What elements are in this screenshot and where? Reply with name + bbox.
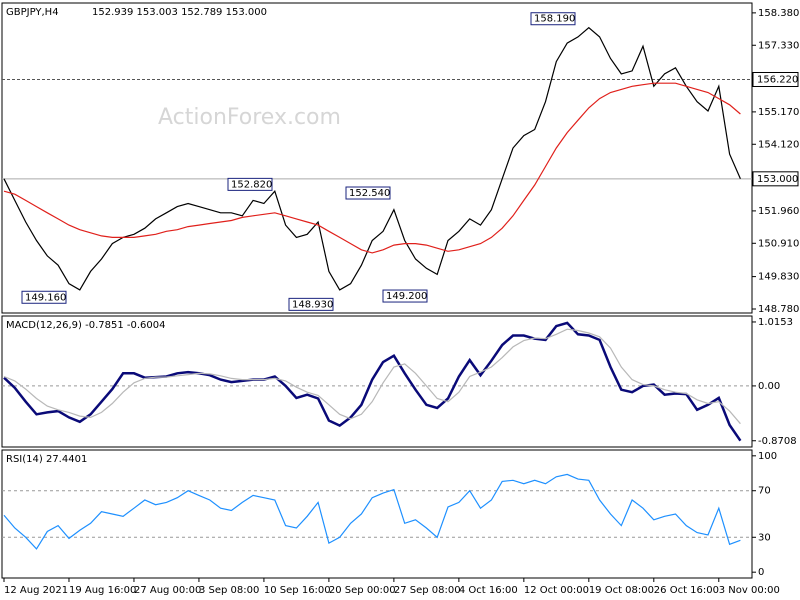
price-label: 156.220 (757, 74, 798, 85)
y-tick-label: 100 (758, 451, 777, 462)
panel-frame (1, 315, 753, 448)
panel-frame (1, 2, 753, 314)
panel-title: RSI(14) 27.4401 (6, 454, 87, 465)
y-tick-label: 158.380 (758, 8, 799, 19)
series-line (3, 82, 741, 254)
y-tick-label: 154.120 (758, 139, 799, 150)
annotation-label: 158.190 (534, 14, 575, 25)
y-tick-label: 150.910 (758, 238, 799, 249)
x-tick-label: 27 Sep 08:00 (394, 585, 461, 596)
y-tick-label: 0.00 (758, 381, 780, 392)
annotation-box (288, 297, 334, 311)
x-tick-label: 27 Aug 00:00 (134, 585, 201, 596)
y-tick-label: 70 (758, 486, 771, 497)
x-tick-label: 3 Sep 08:00 (199, 585, 259, 596)
price-label-box (752, 71, 799, 87)
annotation-box (227, 177, 273, 191)
y-tick-label: 155.170 (758, 107, 799, 118)
annotation-box (345, 186, 391, 200)
series-line (3, 26, 741, 291)
x-tick-label: 19 Aug 16:00 (69, 585, 136, 596)
series-line (3, 473, 741, 550)
annotation-box (21, 290, 67, 304)
price-label-box (752, 171, 799, 187)
x-tick-label: 10 Sep 16:00 (264, 585, 331, 596)
annotation-box (382, 289, 428, 303)
annotation-label: 148.930 (292, 299, 333, 310)
y-tick-label: 148.780 (758, 304, 799, 315)
panel-title: GBPJPY,H4 (6, 7, 59, 18)
x-tick-label: 19 Oct 08:00 (589, 585, 654, 596)
annotation-label: 152.820 (231, 179, 272, 190)
x-tick-label: 3 Nov 00:00 (719, 585, 780, 596)
annotation-label: 149.160 (25, 292, 66, 303)
panel-subtitle: 152.939 153.003 152.789 153.000 (92, 7, 267, 18)
y-tick-label: 149.830 (758, 272, 799, 283)
panel-frame (1, 449, 753, 579)
x-tick-label: 12 Oct 00:00 (524, 585, 589, 596)
y-tick-label: 151.960 (758, 206, 799, 217)
series-line (3, 321, 742, 442)
x-tick-label: 12 Aug 2021 (4, 585, 68, 596)
y-tick-label: 0 (758, 567, 764, 578)
y-tick-label: 157.330 (758, 40, 799, 51)
watermark: ActionForex.com (158, 105, 341, 130)
x-tick-label: 26 Oct 16:00 (654, 585, 719, 596)
y-tick-label: 1.0153 (758, 317, 793, 328)
annotation-box (530, 12, 576, 26)
annotation-label: 152.540 (349, 188, 390, 199)
price-label: 153.000 (757, 174, 798, 185)
y-tick-label: -0.8708 (758, 436, 797, 447)
series-line (3, 328, 741, 425)
y-tick-label: 30 (758, 532, 771, 543)
annotation-label: 149.200 (386, 291, 427, 302)
panel-title: MACD(12,26,9) -0.7851 -0.6004 (6, 320, 166, 331)
x-tick-label: 20 Sep 00:00 (329, 585, 396, 596)
x-tick-label: 4 Oct 16:00 (459, 585, 518, 596)
